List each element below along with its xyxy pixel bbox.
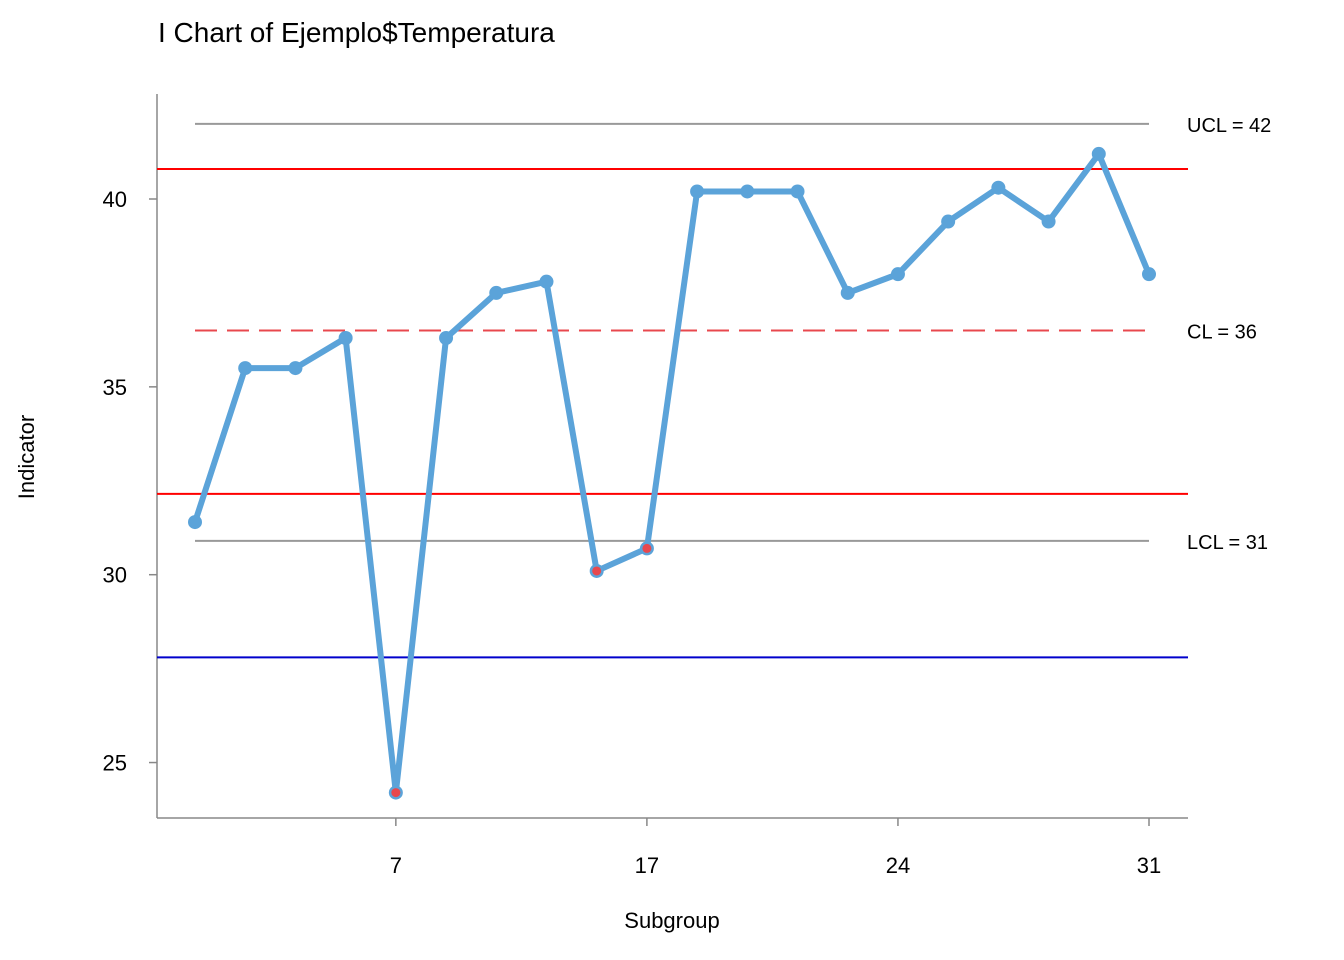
data-point (539, 274, 554, 289)
data-point (188, 515, 202, 530)
data-point (991, 180, 1006, 195)
y-tick-label: 35 (103, 375, 127, 400)
flagged-point-marker (642, 543, 652, 553)
x-tick-label: 7 (390, 853, 402, 878)
axes (156, 94, 1188, 819)
data-point (740, 184, 755, 199)
tick-labels: 25 30 35 40 7 17 24 31 (103, 187, 1162, 878)
control-limit-label: UCL = 42 (1187, 115, 1271, 137)
control-limit-label: LCL = 31 (1187, 532, 1268, 554)
data-point (941, 214, 956, 229)
x-tick-label: 31 (1137, 853, 1161, 878)
x-axis-title: Subgroup (624, 908, 719, 933)
data-point (690, 184, 705, 199)
data-point (790, 184, 805, 199)
data-series (188, 146, 1156, 800)
data-point (489, 285, 504, 300)
reference-lines (157, 167, 1188, 659)
data-point (288, 361, 303, 376)
chart-title: I Chart of Ejemplo$Temperatura (158, 17, 555, 48)
data-point (238, 361, 253, 376)
data-point (1091, 146, 1106, 161)
data-point (890, 267, 905, 282)
y-tick-label: 30 (103, 563, 127, 588)
data-point (439, 331, 454, 346)
data-point (338, 331, 353, 346)
control-limits: UCL = 42 CL = 36 LCL = 31 (195, 115, 1271, 554)
x-tick-label: 24 (886, 853, 910, 878)
y-axis-title: Indicator (14, 415, 39, 499)
y-tick-label: 40 (103, 187, 127, 212)
flagged-point-marker (592, 566, 602, 576)
x-tick-label: 17 (635, 853, 659, 878)
data-point (840, 285, 855, 300)
series-line (192, 150, 1152, 796)
flagged-point-marker (391, 788, 401, 798)
y-tick-label: 25 (103, 751, 127, 776)
data-point (1142, 267, 1156, 282)
control-limit-label: CL = 36 (1187, 321, 1257, 343)
data-point (1041, 214, 1056, 229)
